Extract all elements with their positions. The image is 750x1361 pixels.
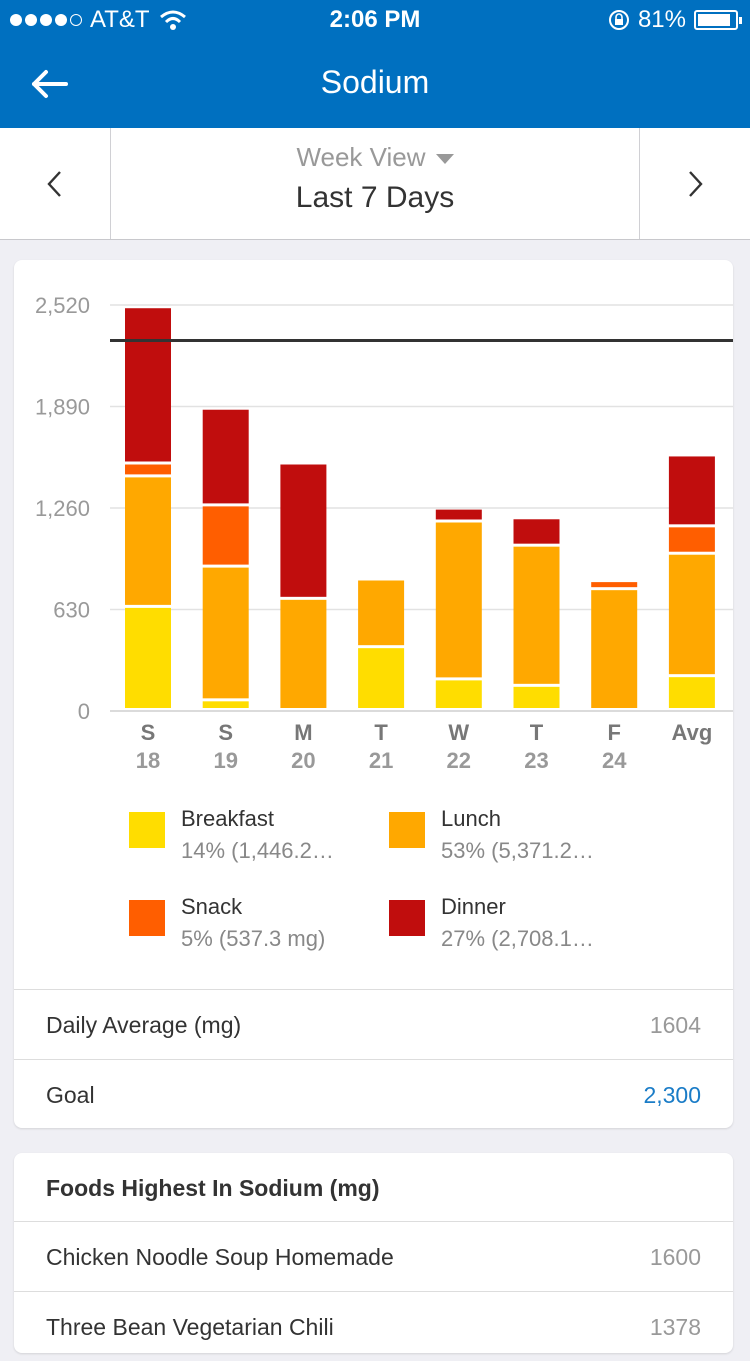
chevron-right-icon [689, 170, 703, 197]
goal-row[interactable]: Goal 2,300 [14, 1059, 733, 1129]
bar-segment-breakfast [513, 686, 560, 708]
x-tick-label: Avg [672, 720, 713, 745]
previous-week-button[interactable] [0, 128, 111, 239]
foods-highest-card: Foods Highest In Sodium (mg) Chicken Noo… [14, 1153, 733, 1353]
nav-bar: Sodium [0, 40, 750, 128]
sodium-stacked-bar-chart: 2,520 1,890 1,260 630 0 S 18 S 19 M 20 T 21 W 22 T 23 F 24… [35, 293, 733, 773]
y-tick-label: 630 [53, 598, 90, 623]
legend-swatch [389, 812, 425, 848]
bar-segment-lunch [125, 477, 171, 605]
legend-percent: 14% (1,446.2… [181, 838, 334, 863]
y-tick-label: 2,520 [35, 293, 90, 318]
status-right: 81% [608, 6, 742, 34]
bar-segment-lunch [513, 546, 560, 684]
battery-percent: 81% [637, 6, 686, 33]
list-item[interactable]: Three Bean Vegetarian Chili 1378 [14, 1291, 733, 1361]
status-left: AT&T [10, 6, 188, 34]
legend-percent: 53% (5,371.2… [441, 838, 594, 863]
food-name: Chicken Noodle Soup Homemade [46, 1244, 394, 1270]
rotation-lock-icon [608, 10, 629, 30]
status-bar: AT&T 2:06 PM 81% [0, 0, 750, 40]
chart-legend: Breakfast 14% (1,446.2… Lunch 53% (5,371… [14, 800, 733, 990]
caret-down-icon [435, 154, 454, 165]
daily-average-label: Daily Average (mg) [46, 1012, 242, 1038]
view-mode-label: Week View [111, 142, 639, 173]
x-tick-label: T [374, 720, 388, 745]
bar-segment-breakfast [435, 680, 482, 708]
y-tick-label: 0 [78, 699, 90, 724]
x-tick-label: F [607, 720, 620, 745]
x-tick-label: S [218, 720, 233, 745]
x-date-label: 20 [291, 748, 315, 773]
bar-segment-snack [591, 582, 638, 588]
view-mode-dropdown[interactable]: Week View Last 7 Days [111, 128, 639, 239]
carrier-label: AT&T [90, 6, 150, 33]
x-tick-label: W [448, 720, 469, 745]
x-date-label: 22 [447, 748, 471, 773]
bar-segment-lunch [591, 590, 638, 708]
daily-average-row: Daily Average (mg) 1604 [14, 989, 733, 1059]
bar-segment-breakfast [125, 607, 171, 708]
battery-icon [694, 10, 742, 30]
bar-segment-lunch [668, 554, 715, 675]
bar-segment-snack [202, 506, 249, 565]
goal-label: Goal [46, 1082, 95, 1108]
wifi-icon [159, 10, 186, 30]
bar-segment-lunch [358, 580, 405, 646]
legend-lunch: Lunch 53% (5,371.2… [389, 800, 689, 863]
food-name: Three Bean Vegetarian Chili [46, 1314, 334, 1340]
goal-value[interactable]: 2,300 [643, 1082, 701, 1108]
legend-name: Lunch [441, 806, 501, 831]
y-tick-label: 1,890 [35, 395, 90, 420]
bar-segment-breakfast [202, 701, 249, 708]
legend-percent: 27% (2,708.1… [441, 926, 594, 951]
x-date-label: 23 [524, 748, 548, 773]
bar-segment-breakfast [668, 677, 715, 708]
bar-segment-dinner [202, 409, 249, 504]
y-tick-label: 1,260 [35, 496, 90, 521]
bar-segment-dinner [125, 308, 171, 462]
legend-name: Breakfast [181, 806, 274, 831]
date-range-label: Last 7 Days [295, 181, 455, 214]
legend-swatch [129, 812, 165, 848]
bar-segment-lunch [435, 522, 482, 678]
signal-icon [10, 14, 82, 26]
x-date-label: 24 [602, 748, 627, 773]
bar-segment-breakfast [358, 648, 405, 708]
x-tick-label: S [141, 720, 156, 745]
back-arrow-icon[interactable] [30, 64, 70, 104]
list-item[interactable]: Chicken Noodle Soup Homemade 1600 [14, 1221, 733, 1291]
legend-swatch [389, 900, 425, 936]
legend-dinner: Dinner 27% (2,708.1… [389, 888, 689, 951]
daily-average-value: 1604 [649, 1012, 701, 1038]
x-date-label: 19 [213, 748, 237, 773]
bar-segment-snack [668, 527, 715, 552]
date-range-selector: Week View Last 7 Days [0, 128, 750, 240]
legend-name: Dinner [441, 894, 506, 919]
clock: 2:06 PM [329, 6, 421, 33]
bar-segment-snack [125, 464, 171, 475]
bar-segment-dinner [513, 519, 560, 544]
foods-header: Foods Highest In Sodium (mg) [46, 1175, 380, 1201]
chevron-left-icon [47, 170, 61, 197]
page-title: Sodium [320, 64, 430, 100]
legend-breakfast: Breakfast 14% (1,446.2… [129, 800, 429, 863]
food-value: 1378 [649, 1314, 701, 1340]
legend-swatch [129, 900, 165, 936]
bar-segment-dinner [435, 509, 482, 520]
legend-percent: 5% (537.3 mg) [181, 926, 326, 951]
legend-snack: Snack 5% (537.3 mg) [129, 888, 429, 951]
food-value: 1600 [649, 1244, 701, 1270]
legend-name: Snack [181, 894, 243, 919]
x-tick-label: M [294, 720, 312, 745]
bar-segment-lunch [202, 567, 249, 699]
x-date-label: 18 [136, 748, 160, 773]
x-date-label: 21 [369, 748, 393, 773]
bar-segment-lunch [280, 599, 327, 708]
bar-segment-dinner [668, 456, 715, 525]
bar-segment-dinner [280, 464, 327, 597]
next-week-button[interactable] [639, 128, 750, 239]
sodium-chart-card: 2,520 1,890 1,260 630 0 S 18 S 19 M 20 T 21 W 22 T 23 F 24… [14, 260, 733, 1128]
x-tick-label: T [530, 720, 544, 745]
